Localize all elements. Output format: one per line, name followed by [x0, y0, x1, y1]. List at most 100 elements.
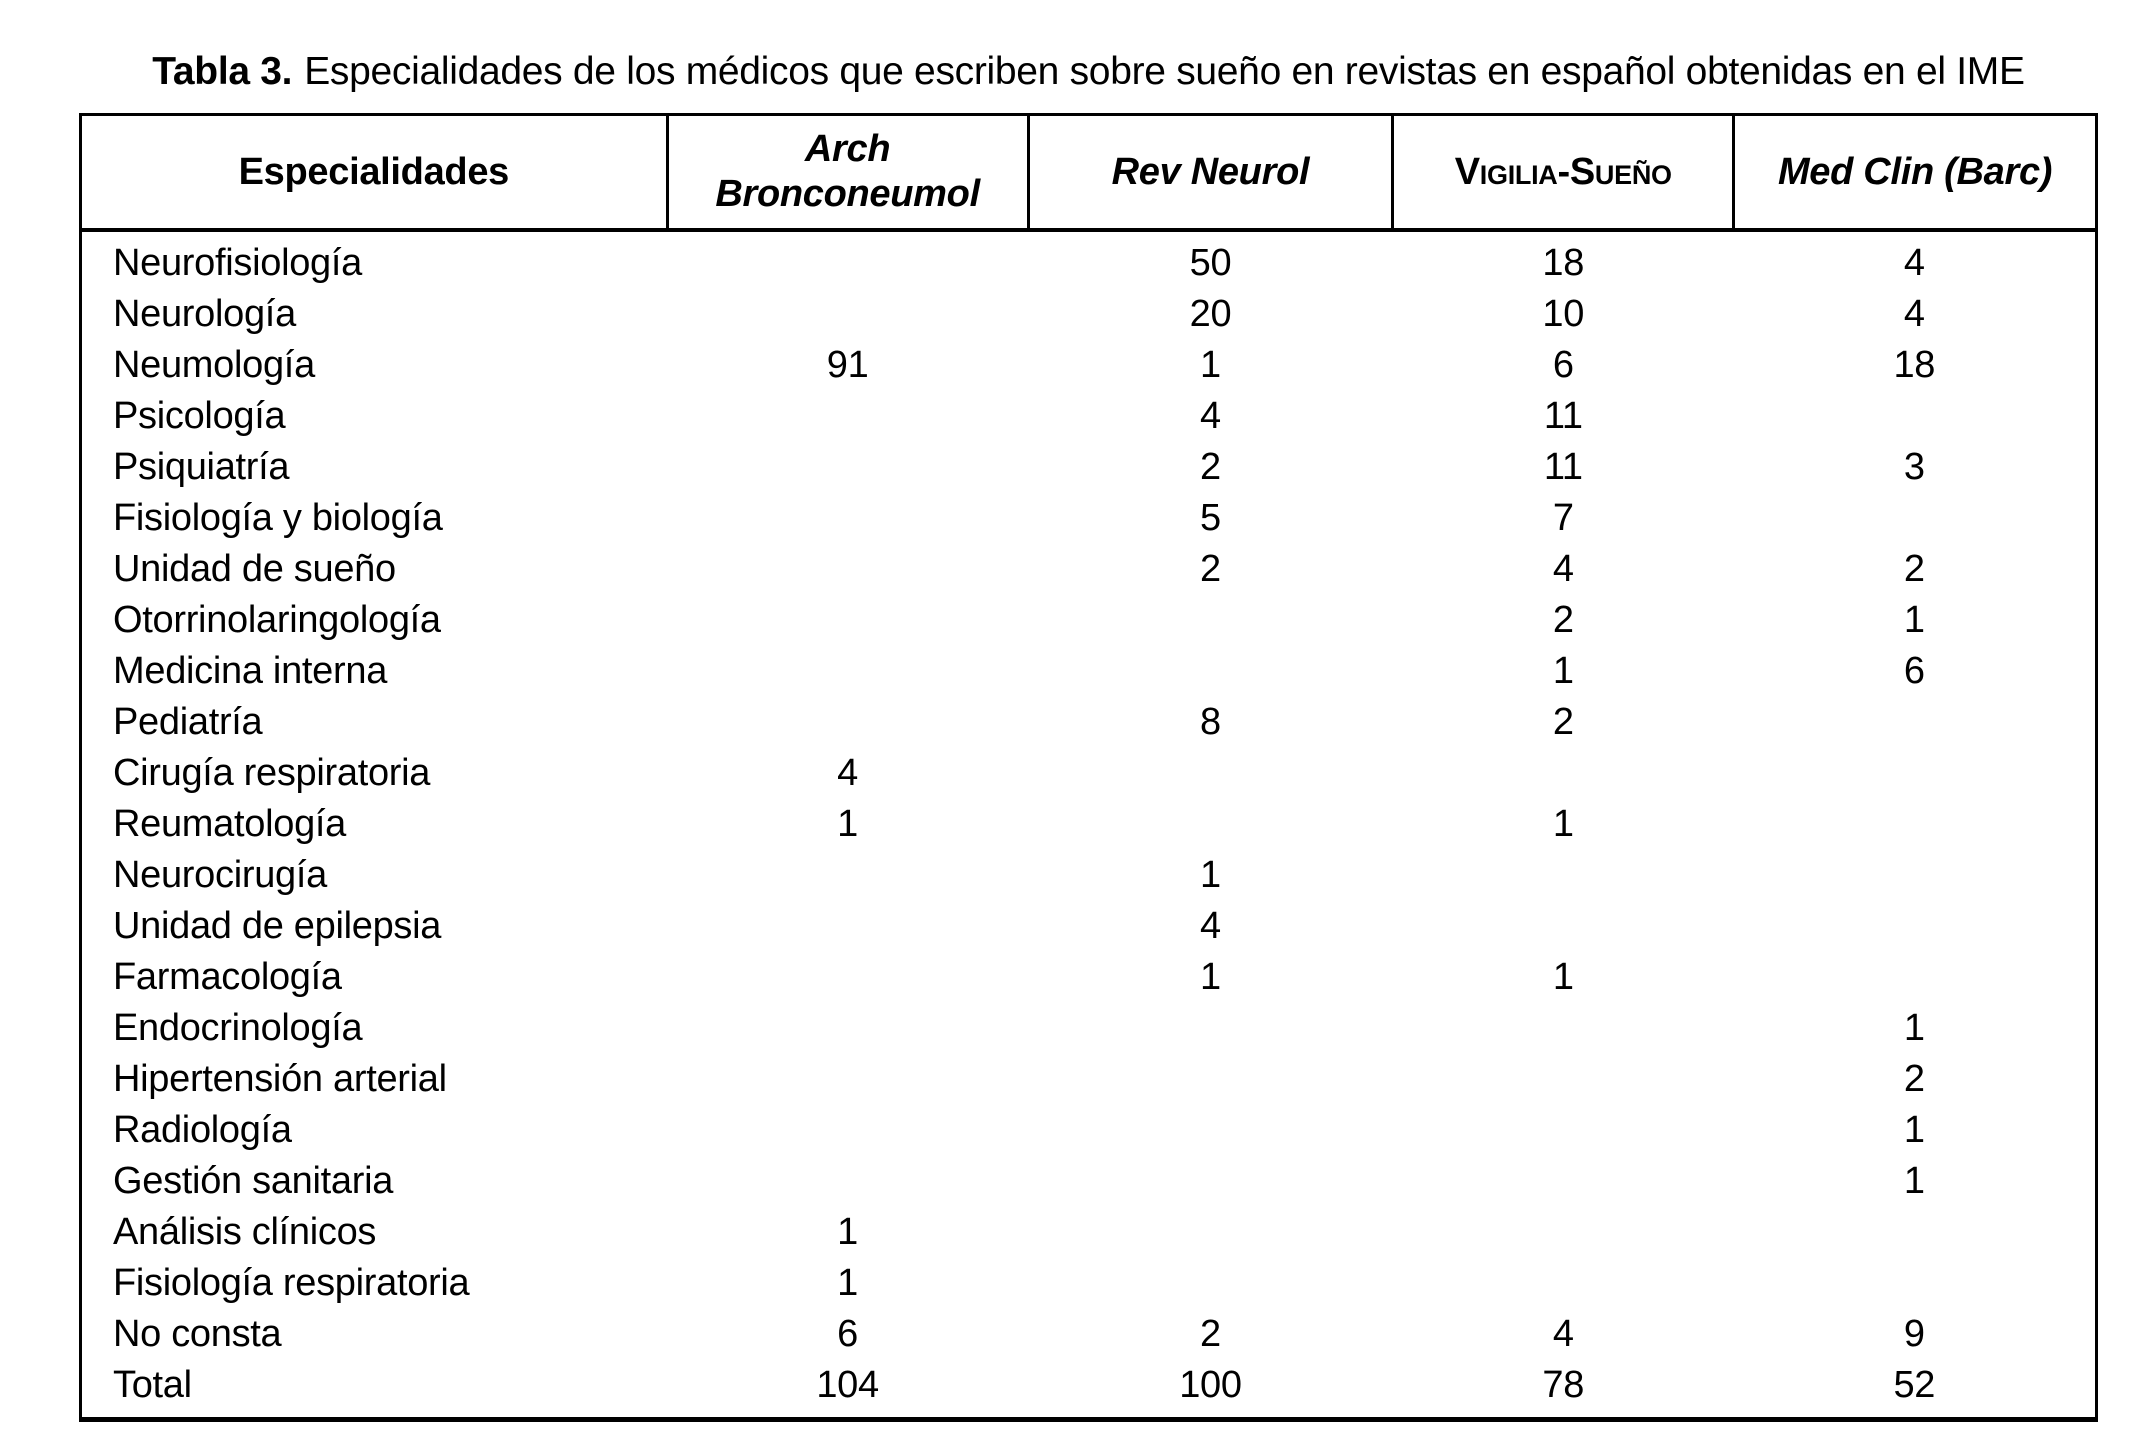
- table-header: Especialidades Arch Bronconeumol Rev Neuro…: [80, 114, 2097, 232]
- cell-vigilia-sueno: [1393, 1003, 1734, 1054]
- cell-med-clin-barc: 1: [1903, 1007, 1925, 1049]
- cell-med-clin-barc: 1: [1903, 1109, 1925, 1151]
- table-row: Total 104 100 78 52: [81, 1360, 2097, 1420]
- cell-rev-neurol: [1028, 1156, 1393, 1207]
- row-label: Total: [113, 1364, 192, 1406]
- cell-arch-bronconeumol: 91: [826, 344, 869, 386]
- table-row: Fisiología respiratoria 1: [81, 1258, 2097, 1309]
- row-label: Gestión sanitaria: [113, 1160, 394, 1202]
- cell-rev-neurol: 4: [1200, 395, 1221, 437]
- cell-vigilia-sueno: 1: [1552, 650, 1574, 692]
- cell-vigilia-sueno: 10: [1542, 293, 1585, 335]
- cell-arch-bronconeumol: 1: [837, 803, 858, 845]
- cell-arch-bronconeumol: [667, 595, 1028, 646]
- cell-arch-bronconeumol: [667, 901, 1028, 952]
- cell-med-clin-barc: [1734, 1258, 2097, 1309]
- cell-rev-neurol: 2: [1200, 446, 1221, 488]
- cell-vigilia-sueno: 6: [1552, 344, 1574, 386]
- cell-med-clin-barc: 2: [1903, 1058, 1925, 1100]
- row-label: Psiquiatría: [113, 446, 290, 488]
- table-row: Cirugía respiratoria 4: [81, 748, 2097, 799]
- cell-med-clin-barc: 4: [1903, 293, 1925, 335]
- cell-arch-bronconeumol: [667, 442, 1028, 493]
- table-caption-label: Tabla 3.: [152, 50, 293, 93]
- column-header-med-clin-barc: Med Clin (Barc): [1732, 114, 2097, 232]
- cell-arch-bronconeumol: [667, 544, 1028, 595]
- table-row: Hipertensión arterial 2: [81, 1054, 2097, 1105]
- table-row: Psicología 4 11: [81, 391, 2097, 442]
- cell-vigilia-sueno: [1393, 1054, 1734, 1105]
- cell-med-clin-barc: [1734, 1207, 2097, 1258]
- column-header-vigilia-sueno: Vigilia-Sueño: [1391, 114, 1734, 232]
- cell-arch-bronconeumol: [667, 1105, 1028, 1156]
- table-row: Medicina interna 1 6: [81, 646, 2097, 697]
- cell-med-clin-barc: 6: [1903, 650, 1925, 692]
- cell-arch-bronconeumol: [667, 697, 1028, 748]
- row-label: Neurología: [113, 293, 296, 335]
- cell-arch-bronconeumol: [667, 1054, 1028, 1105]
- cell-rev-neurol: 2: [1200, 1313, 1221, 1355]
- cell-vigilia-sueno: 4: [1552, 1313, 1574, 1355]
- cell-arch-bronconeumol: 104: [816, 1364, 879, 1406]
- row-label: Radiología: [113, 1109, 292, 1151]
- cell-rev-neurol: [1028, 1105, 1393, 1156]
- cell-med-clin-barc: 1: [1903, 1160, 1925, 1202]
- row-label: Medicina interna: [113, 650, 388, 692]
- cell-rev-neurol: 1: [1200, 344, 1221, 386]
- table-row: Neurocirugía 1: [81, 850, 2097, 901]
- row-label: Pediatría: [113, 701, 263, 743]
- cell-rev-neurol: 50: [1189, 242, 1232, 284]
- cell-vigilia-sueno: 11: [1543, 446, 1583, 488]
- cell-vigilia-sueno: [1393, 1207, 1734, 1258]
- row-label: Cirugía respiratoria: [113, 752, 431, 794]
- table-row: Radiología 1: [81, 1105, 2097, 1156]
- cell-arch-bronconeumol: [667, 230, 1028, 289]
- row-label: Psicología: [113, 395, 286, 437]
- cell-med-clin-barc: 18: [1893, 344, 1936, 386]
- cell-vigilia-sueno: [1393, 748, 1734, 799]
- cell-vigilia-sueno: 1: [1552, 956, 1574, 998]
- cell-rev-neurol: [1028, 1054, 1393, 1105]
- table-row: No consta 6 2 4 9: [81, 1309, 2097, 1360]
- cell-vigilia-sueno: 7: [1552, 497, 1574, 539]
- row-label: Neurofisiología: [113, 242, 362, 284]
- table-row: Neumología 91 1 6 18: [81, 340, 2097, 391]
- table-row: Farmacología 1 1: [81, 952, 2097, 1003]
- cell-arch-bronconeumol: [667, 391, 1028, 442]
- row-label: Farmacología: [113, 956, 342, 998]
- row-label: Unidad de epilepsia: [113, 905, 442, 947]
- cell-rev-neurol: [1028, 595, 1393, 646]
- cell-med-clin-barc: [1734, 748, 2097, 799]
- row-label: Fisiología y biología: [113, 497, 443, 539]
- row-label: Unidad de sueño: [113, 548, 396, 590]
- table-row: Neurología 20 10 4: [81, 289, 2097, 340]
- cell-vigilia-sueno: [1393, 1156, 1734, 1207]
- cell-med-clin-barc: 52: [1893, 1364, 1936, 1406]
- cell-vigilia-sueno: 4: [1552, 548, 1574, 590]
- cell-rev-neurol: [1028, 646, 1393, 697]
- cell-med-clin-barc: 3: [1903, 446, 1925, 488]
- table-row: Reumatología 1 1: [81, 799, 2097, 850]
- cell-med-clin-barc: [1734, 697, 2097, 748]
- cell-arch-bronconeumol: [667, 1156, 1028, 1207]
- row-label: Hipertensión arterial: [113, 1058, 447, 1100]
- cell-rev-neurol: 1: [1200, 956, 1221, 998]
- cell-vigilia-sueno: 78: [1542, 1364, 1585, 1406]
- cell-rev-neurol: [1028, 1003, 1393, 1054]
- cell-arch-bronconeumol: [667, 850, 1028, 901]
- cell-arch-bronconeumol: 6: [837, 1313, 858, 1355]
- cell-arch-bronconeumol: 1: [837, 1211, 858, 1253]
- table-row: Endocrinología 1: [81, 1003, 2097, 1054]
- cell-rev-neurol: 20: [1189, 293, 1232, 335]
- specialties-table: Especialidades Arch Bronconeumol Rev Neuro…: [79, 113, 2098, 1422]
- cell-arch-bronconeumol: [667, 952, 1028, 1003]
- column-header-especialidades: Especialidades: [80, 114, 668, 232]
- cell-med-clin-barc: [1734, 850, 2097, 901]
- cell-rev-neurol: [1028, 748, 1393, 799]
- table-row: Otorrinolaringología 2 1: [81, 595, 2097, 646]
- header-row: Especialidades Arch Bronconeumol Rev Neuro…: [80, 114, 2097, 232]
- cell-med-clin-barc: 9: [1903, 1313, 1925, 1355]
- cell-arch-bronconeumol: [667, 493, 1028, 544]
- table-row: Análisis clínicos 1: [81, 1207, 2097, 1258]
